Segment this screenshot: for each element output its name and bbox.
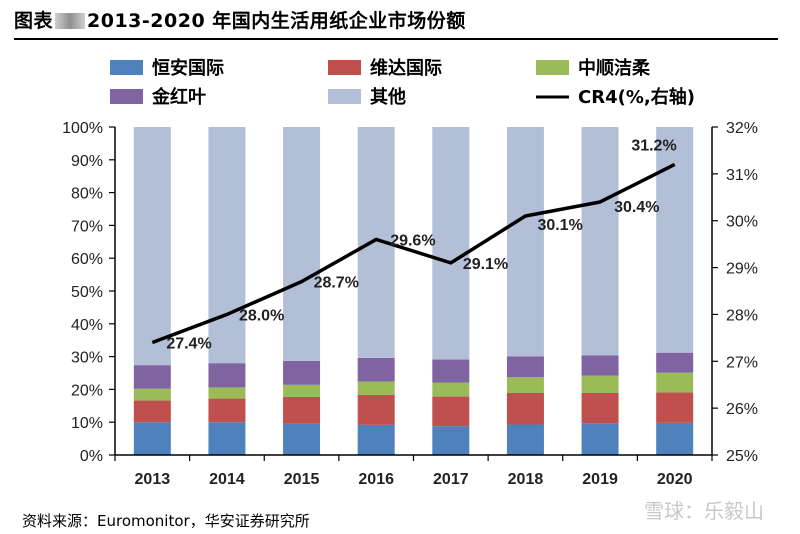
bar-other-2020 bbox=[656, 127, 694, 353]
legend-label-vinda: 维达国际 bbox=[370, 57, 442, 79]
bar-other-2015 bbox=[283, 127, 321, 361]
bar-hengan-2019 bbox=[581, 423, 619, 455]
bar-kimberly-2014 bbox=[208, 363, 246, 388]
bar-vinda-2015 bbox=[283, 396, 321, 424]
right-tick-label: 32% bbox=[726, 120, 758, 137]
axes: 0% 10% 20% 30% 40% 50% 60% 70% 80% 90% 100% 25% 26% 2… bbox=[62, 120, 758, 488]
legend-label-zhongshun: 中顺洁柔 bbox=[578, 57, 651, 79]
x-tick-label: 2016 bbox=[358, 471, 394, 488]
bar-kimberly-2013 bbox=[133, 365, 171, 389]
legend-swatch-other bbox=[328, 89, 361, 104]
chart-title: 图表 2013-2020 年国内生活用纸企业市场份额 bbox=[14, 6, 466, 33]
bar-zhongshun-2014 bbox=[208, 387, 246, 399]
bar-zhongshun-2013 bbox=[133, 388, 171, 401]
cr4-data-label: 28.7% bbox=[314, 275, 359, 292]
cr4-data-label: 29.1% bbox=[463, 256, 508, 273]
bar-kimberly-2018 bbox=[506, 356, 544, 378]
left-tick-label: 50% bbox=[71, 284, 103, 301]
legend-swatch-kimberly bbox=[110, 89, 143, 104]
cr4-data-label: 30.4% bbox=[614, 199, 659, 216]
cr4-line-group bbox=[151, 162, 676, 345]
left-tick-label: 60% bbox=[71, 251, 103, 268]
x-tick-label: 2014 bbox=[209, 471, 245, 488]
bar-hengan-2014 bbox=[208, 422, 246, 455]
title-main: 2013-2020 年国内生活用纸企业市场份额 bbox=[87, 10, 466, 32]
x-tick-label: 2020 bbox=[657, 471, 693, 488]
watermark: 雪球：乐毅山 bbox=[644, 499, 764, 523]
cr4-data-label: 28.0% bbox=[239, 307, 284, 324]
cr4-line bbox=[151, 162, 676, 345]
bar-kimberly-2016 bbox=[357, 357, 395, 382]
right-tick-label: 30% bbox=[726, 214, 758, 231]
bar-kimberly-2017 bbox=[432, 359, 470, 383]
source-note: 资料来源：Euromonitor，华安证券研究所 bbox=[22, 512, 310, 530]
left-tick-label: 100% bbox=[62, 120, 103, 137]
bar-vinda-2018 bbox=[506, 393, 544, 425]
bar-vinda-2013 bbox=[133, 400, 171, 423]
bar-hengan-2015 bbox=[283, 423, 321, 455]
bar-zhongshun-2018 bbox=[506, 377, 544, 394]
bar-kimberly-2015 bbox=[283, 360, 321, 385]
bar-zhongshun-2017 bbox=[432, 382, 470, 397]
legend-label-hengan: 恒安国际 bbox=[152, 57, 224, 79]
legend-swatch-zhongshun bbox=[536, 60, 569, 75]
legend-label-cr4: CR4(%,右轴) bbox=[578, 86, 695, 108]
bar-other-2013 bbox=[133, 127, 171, 366]
data-labels: 27.4% 28.0% 28.7% 29.6% 29.1% 30.1% 30.4% 31.2% bbox=[166, 137, 676, 352]
cr4-data-label: 29.6% bbox=[390, 232, 435, 249]
bar-other-2017 bbox=[432, 127, 470, 360]
right-tick-label: 25% bbox=[726, 448, 758, 465]
title-rule bbox=[14, 38, 778, 40]
bar-hengan-2017 bbox=[432, 426, 470, 455]
x-tick-label: 2015 bbox=[284, 471, 320, 488]
bar-hengan-2020 bbox=[656, 422, 694, 455]
left-tick-label: 20% bbox=[71, 382, 103, 399]
right-tick-label: 26% bbox=[726, 401, 758, 418]
bar-vinda-2014 bbox=[208, 398, 246, 423]
left-tick-label: 70% bbox=[71, 218, 103, 235]
bar-kimberly-2020 bbox=[656, 352, 694, 373]
title-prefix: 图表 bbox=[14, 10, 54, 32]
left-tick-label: 0% bbox=[80, 448, 103, 465]
bar-vinda-2017 bbox=[432, 396, 470, 427]
bar-vinda-2019 bbox=[581, 393, 619, 424]
bar-kimberly-2019 bbox=[581, 355, 619, 376]
bar-other-2014 bbox=[208, 127, 246, 364]
bar-vinda-2020 bbox=[656, 392, 694, 423]
x-tick-label: 2013 bbox=[135, 471, 171, 488]
bar-zhongshun-2015 bbox=[283, 384, 321, 397]
legend-label-kimberly: 金红叶 bbox=[151, 86, 206, 108]
left-tick-label: 90% bbox=[71, 153, 103, 170]
bar-zhongshun-2019 bbox=[581, 375, 619, 394]
left-tick-label: 10% bbox=[71, 415, 103, 432]
bar-zhongshun-2020 bbox=[656, 372, 694, 393]
left-tick-label: 80% bbox=[71, 186, 103, 203]
x-tick-label: 2017 bbox=[433, 471, 469, 488]
bars bbox=[133, 127, 694, 455]
right-tick-label: 29% bbox=[726, 261, 758, 278]
x-tick-label: 2018 bbox=[508, 471, 544, 488]
bar-hengan-2013 bbox=[133, 422, 171, 455]
legend-label-other: 其他 bbox=[370, 86, 406, 108]
bar-hengan-2018 bbox=[506, 424, 544, 455]
bar-other-2019 bbox=[581, 127, 619, 356]
cr4-data-label: 30.1% bbox=[537, 217, 582, 234]
left-tick-label: 30% bbox=[71, 350, 103, 367]
cr4-data-label: 31.2% bbox=[631, 137, 676, 154]
redacted-mark bbox=[55, 13, 86, 29]
left-tick-label: 40% bbox=[71, 317, 103, 334]
bar-vinda-2016 bbox=[357, 394, 395, 425]
bar-other-2018 bbox=[506, 127, 544, 357]
right-tick-label: 27% bbox=[726, 354, 758, 371]
right-tick-label: 28% bbox=[726, 307, 758, 324]
legend-swatch-hengan bbox=[110, 60, 143, 75]
legend-swatch-vinda bbox=[328, 60, 361, 75]
x-tick-label: 2019 bbox=[582, 471, 618, 488]
bar-zhongshun-2016 bbox=[357, 381, 395, 395]
cr4-data-label: 27.4% bbox=[166, 336, 211, 353]
bar-hengan-2016 bbox=[357, 424, 395, 455]
right-tick-label: 31% bbox=[726, 167, 758, 184]
